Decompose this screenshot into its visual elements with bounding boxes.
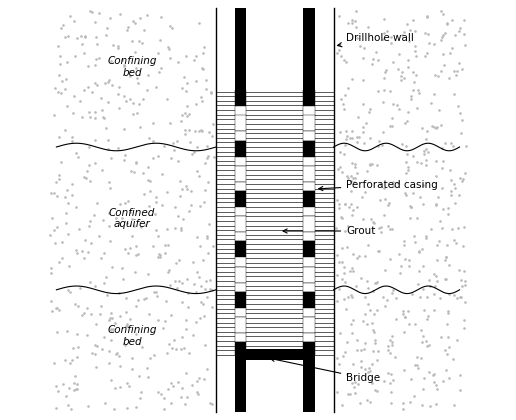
Bar [303, 292, 315, 308]
Bar [235, 90, 246, 106]
Bar [235, 141, 246, 157]
Bar [235, 317, 246, 333]
Bar [235, 131, 246, 141]
Bar [303, 106, 315, 116]
Text: Grout: Grout [283, 226, 376, 236]
Bar [235, 308, 246, 317]
Bar [235, 241, 246, 257]
Bar [235, 182, 246, 191]
Bar [303, 333, 315, 342]
Bar [303, 241, 315, 257]
Bar [235, 106, 246, 116]
Text: Confining
bed: Confining bed [107, 56, 157, 78]
Bar [303, 8, 315, 90]
Bar [235, 116, 246, 131]
Bar [303, 216, 315, 232]
Bar [235, 257, 246, 267]
Bar [216, 90, 334, 355]
Text: Bridge: Bridge [270, 357, 380, 383]
Bar [303, 267, 315, 283]
Bar [303, 207, 315, 216]
Bar [235, 355, 246, 412]
Bar [303, 116, 315, 131]
Text: Confining
bed: Confining bed [107, 325, 157, 347]
Bar [303, 342, 315, 355]
Text: Drillhole wall: Drillhole wall [337, 33, 414, 47]
Bar [235, 207, 246, 216]
Bar [235, 216, 246, 232]
Bar [235, 333, 246, 342]
Text: Perforated casing: Perforated casing [319, 180, 438, 191]
Bar [303, 157, 315, 166]
Bar [303, 232, 315, 241]
Bar [303, 317, 315, 333]
Bar [235, 191, 246, 207]
Bar [303, 355, 315, 412]
Bar [303, 166, 315, 182]
Bar [235, 283, 246, 292]
Bar [303, 141, 315, 157]
Bar [235, 292, 246, 308]
Bar [303, 182, 315, 191]
Bar [235, 157, 246, 166]
Bar [235, 349, 315, 360]
Bar [235, 267, 246, 283]
Bar [235, 232, 246, 241]
Bar [303, 283, 315, 292]
Bar [303, 191, 315, 207]
Bar [235, 342, 246, 355]
Text: Confined
aquifer: Confined aquifer [109, 207, 155, 229]
Bar [303, 131, 315, 141]
Bar [303, 257, 315, 267]
Bar [235, 8, 246, 90]
Bar [235, 166, 246, 182]
Bar [303, 308, 315, 317]
Bar [303, 90, 315, 106]
